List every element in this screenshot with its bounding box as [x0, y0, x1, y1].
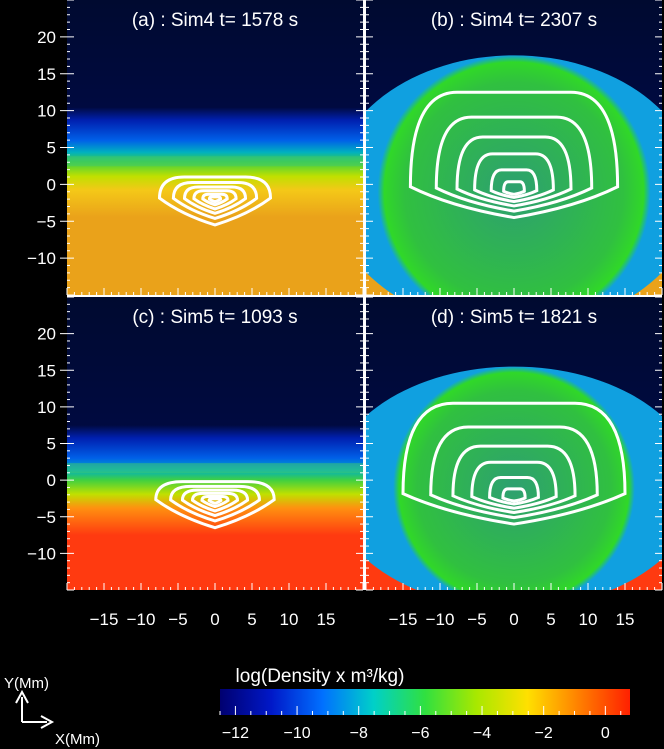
y-arrow-head [15, 689, 29, 704]
x-tick-label: −5 [168, 610, 187, 629]
contour-3 [473, 152, 555, 204]
x-tick-label: −10 [426, 610, 455, 629]
contour-1 [434, 115, 594, 213]
contour-4 [200, 494, 230, 509]
panel-a: (a) : Sim4 t= 1578 s [66, 0, 364, 296]
colorbar-label: log(Density x m³/kg) [236, 666, 405, 687]
colorbar-tick-label: −10 [283, 725, 310, 742]
density-map [67, 0, 363, 295]
x-tick-label: 10 [579, 610, 598, 629]
colorbar-tick-label: −6 [411, 725, 429, 742]
colorbar-tick-label: 0 [601, 725, 610, 742]
x-tick-label: 5 [247, 610, 256, 629]
x-tick-label: 0 [210, 610, 219, 629]
contour-5 [502, 180, 526, 196]
contour-2 [182, 185, 248, 215]
contour-3 [191, 491, 239, 513]
y-axis-0: 20 15 10 5 0 −5 −10 [27, 28, 67, 268]
y-tick-label: 0 [47, 471, 56, 490]
contour-5 [501, 487, 527, 503]
colorbar-bar [220, 689, 630, 715]
y-tick-label: −5 [37, 212, 56, 231]
y-tick-label: −10 [27, 249, 56, 268]
y-tick-label: 15 [37, 65, 56, 84]
contour-lines [154, 480, 276, 530]
bubble [67, 156, 363, 167]
y-tick-label: −10 [27, 544, 56, 563]
contour-0 [157, 175, 273, 227]
contour-0 [408, 90, 620, 220]
x-tick-label: −15 [389, 610, 418, 629]
y-tick-label: 10 [37, 102, 56, 121]
contour-2 [180, 488, 250, 518]
y-tick-label: 20 [37, 28, 56, 47]
y-tick-label: 5 [47, 139, 56, 158]
y-tick-label: 10 [37, 398, 56, 417]
y-tick-label: 20 [37, 325, 56, 344]
x-axis-title: X(Mm) [55, 731, 100, 748]
contour-lines [408, 90, 620, 220]
colorbar-tick-label: −8 [350, 725, 368, 742]
contour-1 [169, 484, 261, 523]
contour-0 [154, 480, 276, 530]
separator-horizontal [67, 295, 662, 297]
contour-2 [451, 444, 577, 515]
orientation-indicator: Y(Mm) X(Mm) [4, 675, 100, 748]
contour-lines [401, 401, 627, 526]
colorbar: −12 −10 −8 −6 −4 −2 0 log(Density x m³/kg) [219, 666, 630, 742]
panel-title: (b) : Sim4 t= 2307 s [431, 10, 597, 31]
contour-3 [470, 460, 558, 510]
bubble [67, 463, 363, 474]
contour-4 [488, 475, 540, 506]
x-tick-label: 5 [546, 610, 555, 629]
contour-2 [455, 135, 573, 208]
panel-title: (c) : Sim5 t= 1093 s [132, 307, 297, 328]
colorbar-tick-label: −12 [222, 725, 249, 742]
density-map [67, 297, 363, 590]
bubble [366, 55, 662, 295]
panel-title: (a) : Sim4 t= 1578 s [132, 10, 298, 31]
y-tick-label: 5 [47, 435, 56, 454]
contour-5 [207, 497, 223, 505]
colorbar-tick-label: −4 [473, 725, 491, 742]
colorbar-tick-label: −2 [535, 725, 553, 742]
x-tick-label: 10 [280, 610, 299, 629]
y-tick-label: 15 [37, 361, 56, 380]
contour-1 [429, 425, 599, 520]
x-axis-0: −15 −10 −5 0 5 10 15 [90, 610, 336, 629]
x-arrow-head [40, 715, 55, 729]
y-tick-label: 0 [47, 175, 56, 194]
contour-3 [192, 189, 238, 211]
y-axis-1: 20 15 10 5 0 −5 −10 [27, 325, 67, 563]
panel-ticks [66, 0, 364, 296]
panel-c: (c) : Sim5 t= 1093 s [66, 296, 364, 591]
x-axis-1: −15 −10 −5 0 5 10 15 [389, 610, 635, 629]
y-axis-title: Y(Mm) [4, 675, 49, 692]
x-tick-label: 0 [509, 610, 518, 629]
contour-4 [201, 192, 229, 207]
y-tick-label: −5 [37, 508, 56, 527]
x-tick-label: −15 [90, 610, 119, 629]
x-tick-label: −10 [127, 610, 156, 629]
contour-0 [401, 401, 627, 526]
panel-d: (d) : Sim5 t= 1821 s [365, 296, 663, 591]
contour-1 [171, 181, 259, 221]
contour-4 [489, 168, 539, 199]
x-tick-label: 15 [616, 610, 635, 629]
panel-title: (d) : Sim5 t= 1821 s [431, 307, 597, 328]
x-tick-label: 15 [317, 610, 336, 629]
x-tick-label: −5 [467, 610, 486, 629]
contour-5 [207, 195, 223, 204]
contour-lines [157, 175, 273, 227]
panel-b: (b) : Sim4 t= 2307 s [365, 0, 663, 296]
